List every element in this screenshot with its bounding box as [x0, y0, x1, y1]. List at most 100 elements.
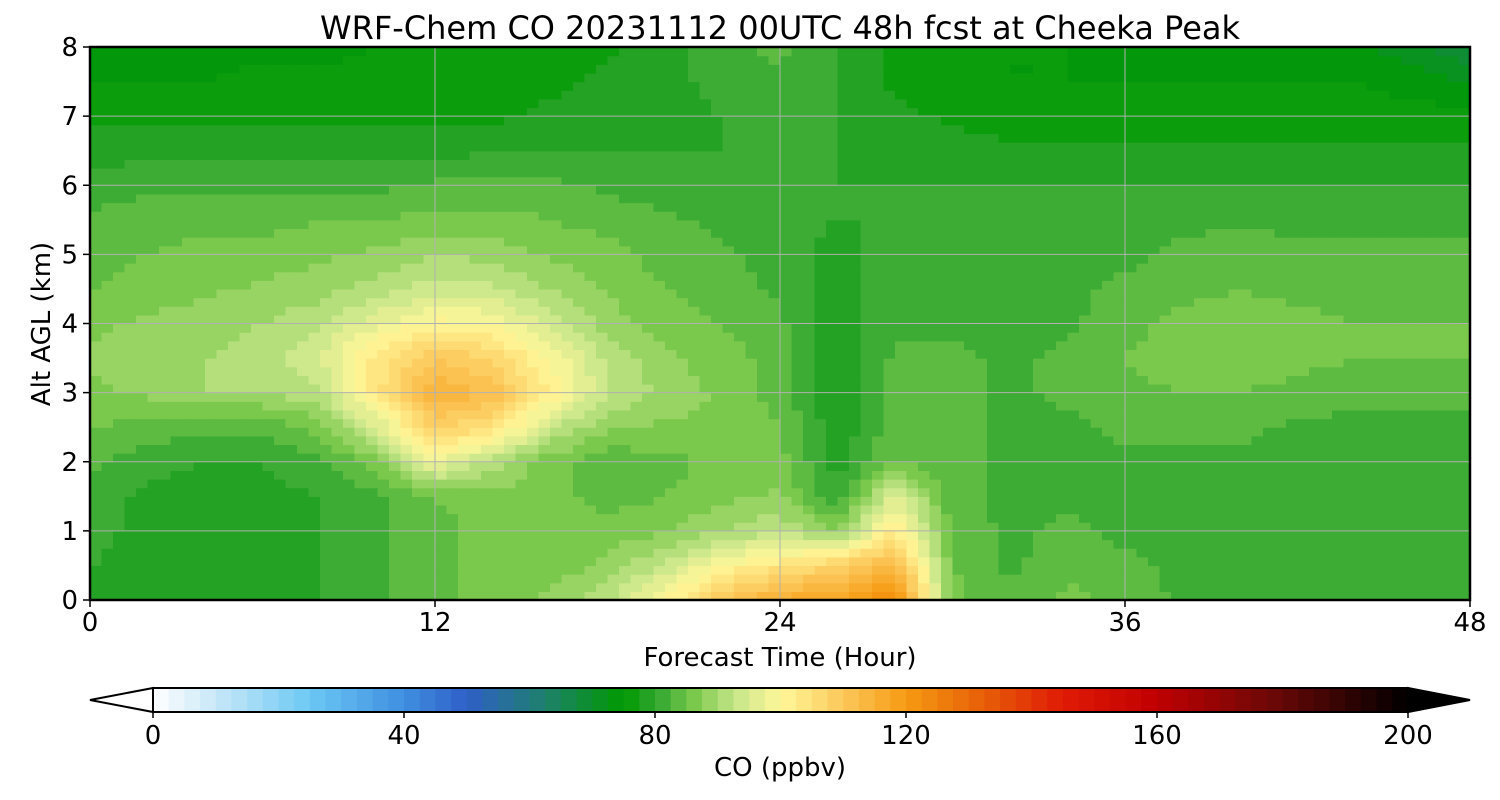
heatmap-cell	[872, 306, 885, 316]
heatmap-cell	[124, 375, 137, 385]
heatmap-cell	[228, 323, 241, 333]
heatmap-cell	[170, 591, 183, 601]
heatmap-cell	[734, 479, 747, 489]
heatmap-cell	[1378, 245, 1391, 255]
heatmap-cell	[1389, 453, 1402, 463]
heatmap-cell	[929, 556, 942, 567]
heatmap-cell	[688, 418, 701, 428]
heatmap-cell	[1056, 323, 1069, 333]
heatmap-cell	[1447, 539, 1460, 549]
heatmap-cell	[872, 271, 885, 281]
heatmap-cell	[1010, 366, 1023, 376]
heatmap-cell	[584, 479, 597, 489]
heatmap-cell	[1378, 383, 1391, 394]
heatmap-cell	[883, 427, 896, 437]
heatmap-cell	[1113, 591, 1126, 601]
heatmap-cell	[90, 582, 103, 592]
heatmap-cell	[619, 591, 632, 601]
heatmap-cell	[1010, 383, 1023, 394]
heatmap-cell	[964, 444, 977, 454]
heatmap-cell	[1378, 548, 1391, 558]
heatmap-cell	[1401, 487, 1414, 497]
heatmap-cell	[872, 383, 885, 394]
heatmap-cell	[642, 479, 655, 489]
heatmap-cell	[607, 366, 620, 376]
heatmap-cell	[1332, 539, 1345, 549]
heatmap-cell	[1447, 496, 1460, 506]
heatmap-cell	[688, 332, 701, 342]
heatmap-cell	[1297, 479, 1310, 489]
heatmap-cell	[1148, 375, 1161, 385]
heatmap-cell	[515, 444, 528, 454]
heatmap-cell	[1102, 565, 1115, 575]
heatmap-cell	[1332, 461, 1345, 471]
heatmap-cell	[504, 237, 517, 247]
heatmap-cell	[803, 314, 816, 325]
heatmap-cell	[320, 427, 333, 437]
heatmap-cell	[653, 237, 666, 247]
heatmap-cell	[1205, 548, 1218, 558]
heatmap-cell	[665, 470, 678, 480]
heatmap-cell	[688, 427, 701, 437]
heatmap-cell	[1033, 375, 1046, 385]
heatmap-cell	[803, 340, 816, 351]
heatmap-cell	[745, 574, 758, 584]
heatmap-cell	[308, 556, 321, 567]
heatmap-cell	[159, 254, 172, 264]
heatmap-cell	[1182, 323, 1195, 333]
heatmap-cell	[228, 435, 241, 446]
heatmap-cell	[216, 582, 229, 592]
heatmap-cell	[791, 444, 804, 454]
heatmap-cell	[1113, 548, 1126, 558]
heatmap-cell	[423, 375, 436, 385]
heatmap-cell	[193, 582, 206, 592]
heatmap-cell	[1401, 453, 1414, 463]
heatmap-cell	[205, 556, 218, 567]
heatmap-cell	[492, 435, 505, 446]
heatmap-cell	[688, 539, 701, 549]
heatmap-cell	[1125, 366, 1138, 376]
heatmap-cell	[561, 461, 574, 471]
heatmap-cell	[446, 366, 459, 376]
heatmap-cell	[1378, 504, 1391, 515]
heatmap-cell	[1113, 556, 1126, 567]
heatmap-cell	[216, 237, 229, 247]
heatmap-cell	[1297, 254, 1310, 264]
heatmap-cell	[159, 366, 172, 376]
heatmap-cell	[952, 565, 965, 575]
heatmap-cell	[285, 513, 298, 523]
heatmap-cell	[1102, 401, 1115, 411]
heatmap-cell	[688, 358, 701, 368]
heatmap-cell	[745, 496, 758, 506]
heatmap-cell	[274, 288, 287, 299]
heatmap-cell	[998, 245, 1011, 255]
heatmap-cell	[1044, 314, 1057, 325]
heatmap-cell	[883, 297, 896, 307]
heatmap-cell	[159, 453, 172, 463]
heatmap-cell	[941, 574, 954, 584]
heatmap-cell	[504, 418, 517, 428]
heatmap-cell	[504, 444, 517, 454]
heatmap-cell	[400, 453, 413, 463]
heatmap-cell	[1458, 401, 1471, 411]
heatmap-cell	[515, 271, 528, 281]
heatmap-cell	[412, 487, 425, 497]
heatmap-cell	[1458, 323, 1471, 333]
heatmap-cell	[377, 245, 390, 255]
heatmap-cell	[182, 565, 195, 575]
heatmap-cell	[630, 306, 643, 316]
heatmap-cell	[1366, 392, 1379, 402]
heatmap-cell	[331, 263, 344, 273]
heatmap-cell	[676, 574, 689, 584]
heatmap-cell	[1355, 530, 1368, 541]
heatmap-cell	[136, 306, 149, 316]
heatmap-cell	[400, 479, 413, 489]
heatmap-cell	[101, 332, 114, 342]
heatmap-cell	[515, 418, 528, 428]
heatmap-cell	[1309, 271, 1322, 281]
heatmap-cell	[400, 556, 413, 567]
heatmap-cell	[711, 444, 724, 454]
heatmap-cell	[1125, 297, 1138, 307]
heatmap-cell	[515, 237, 528, 247]
heatmap-cell	[826, 504, 839, 515]
